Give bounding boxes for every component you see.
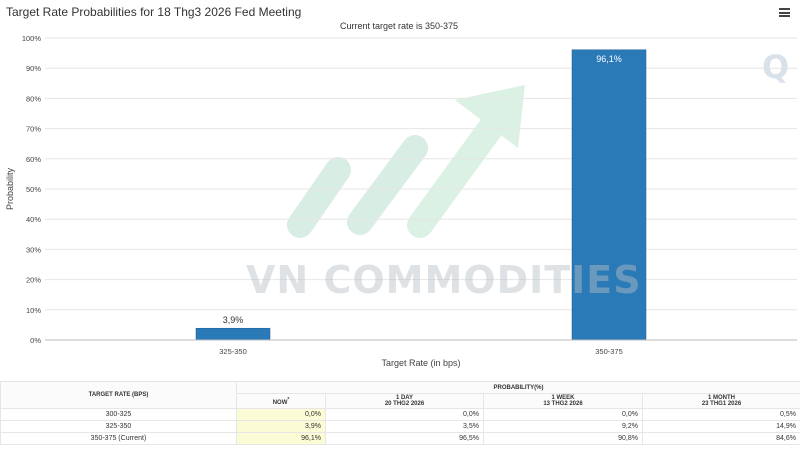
y-tick-label: 100% xyxy=(22,34,42,43)
rate-cell: 300-325 xyxy=(0,408,237,421)
bar xyxy=(195,327,271,341)
bar-value-label: 96,1% xyxy=(596,54,622,64)
chart-title: Target Rate Probabilities for 18 Thg3 20… xyxy=(6,5,302,19)
value-cell: 0,5% xyxy=(642,408,800,421)
value-cell: 0,0% xyxy=(236,408,326,421)
chart-subtitle: Current target rate is 350-375 xyxy=(340,21,458,31)
value-cell: 84,6% xyxy=(642,432,800,445)
y-tick-label: 50% xyxy=(26,185,41,194)
col-1month-header: 1 MONTH 23 THG1 2026 xyxy=(642,393,800,409)
value-cell: 0,0% xyxy=(483,408,643,421)
x-tick-label: 350-375 xyxy=(595,347,623,356)
growth-arrow-logo-icon xyxy=(287,85,525,238)
value-cell: 96,5% xyxy=(325,432,484,445)
target-rate-header: TARGET RATE (BPS) xyxy=(0,381,237,409)
probability-header: PROBABILITY(%) xyxy=(236,381,800,394)
watermark-text: VN COMMODITIES xyxy=(246,258,642,302)
y-tick-label: 90% xyxy=(26,64,41,73)
hamburger-menu-icon[interactable] xyxy=(779,8,790,17)
value-cell: 90,8% xyxy=(483,432,643,445)
col-now-header: NOW* xyxy=(236,393,326,409)
y-axis-label: Probability xyxy=(5,167,15,210)
y-axis-ticks: 0% 10% 20% 30% 40% 50% 60% 70% 80% 90% 100% xyxy=(22,34,42,345)
table-row: 325-350 3,9% 3,5% 9,2% 14,9% xyxy=(0,420,800,433)
y-tick-label: 60% xyxy=(26,155,41,164)
q-logo-icon: Q xyxy=(762,48,790,86)
col-1week-header: 1 WEEK 13 THG2 2026 xyxy=(483,393,643,409)
bars: 3,9% 96,1% xyxy=(195,49,647,341)
value-cell: 0,0% xyxy=(325,408,484,421)
grid-lines xyxy=(45,37,797,311)
y-tick-label: 0% xyxy=(30,336,41,345)
probability-table: TARGET RATE (BPS) PROBABILITY(%) NOW* 1 … xyxy=(0,381,800,445)
bar xyxy=(571,49,647,341)
bar-chart: Current target rate is 350-375 0% 10% 20% 3… xyxy=(5,21,797,368)
value-cell: 3,5% xyxy=(325,420,484,433)
bar-value-label: 3,9% xyxy=(223,315,244,325)
y-tick-label: 10% xyxy=(26,306,41,315)
y-tick-label: 30% xyxy=(26,245,41,254)
y-tick-label: 70% xyxy=(26,125,41,134)
col-1day-header: 1 DAY 20 THG2 2026 xyxy=(325,393,484,409)
value-cell: 3,9% xyxy=(236,420,326,433)
rate-cell: 325-350 xyxy=(0,420,237,433)
x-axis-label: Target Rate (in bps) xyxy=(381,358,460,368)
x-tick-label: 325-350 xyxy=(219,347,247,356)
y-tick-label: 20% xyxy=(26,276,41,285)
value-cell: 14,9% xyxy=(642,420,800,433)
table-row: 350-375 (Current) 96,1% 96,5% 90,8% 84,6… xyxy=(0,432,800,445)
y-tick-label: 40% xyxy=(26,215,41,224)
rate-cell: 350-375 (Current) xyxy=(0,432,237,445)
value-cell: 96,1% xyxy=(236,432,326,445)
value-cell: 9,2% xyxy=(483,420,643,433)
table-row: 300-325 0,0% 0,0% 0,0% 0,5% xyxy=(0,408,800,421)
y-tick-label: 80% xyxy=(26,94,41,103)
x-axis-ticks: 325-350 350-375 xyxy=(219,347,623,356)
